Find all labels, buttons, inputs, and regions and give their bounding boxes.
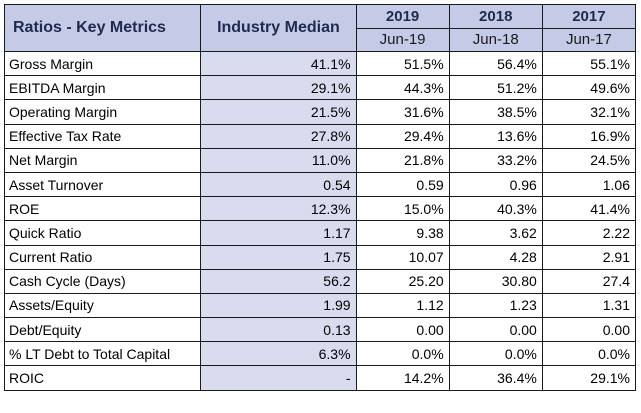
industry-median-value: 11.0%	[200, 147, 357, 173]
industry-median-value: 0.13	[200, 317, 357, 343]
industry-median-value: 21.5%	[200, 99, 357, 125]
metric-value: 44.3%	[355, 75, 450, 101]
industry-median-value: 1.75	[200, 244, 357, 270]
metric-value: 4.28	[448, 244, 543, 270]
industry-median-value: 12.3%	[200, 196, 357, 222]
table-row: ROE 12.3% 15.0% 40.3% 41.4%	[3, 196, 637, 222]
metric-value: 3.62	[448, 220, 543, 246]
table-row: Operating Margin 21.5% 31.6% 38.5% 32.1%	[3, 99, 637, 125]
metric-value: 51.2%	[448, 75, 543, 101]
key-metrics-table: Ratios - Key Metrics Industry Median 201…	[3, 4, 637, 391]
metric-value: 25.20	[355, 268, 450, 294]
metric-value: 55.1%	[541, 50, 637, 77]
metric-label: Operating Margin	[3, 99, 202, 125]
header-row-years: Ratios - Key Metrics Industry Median 201…	[3, 4, 637, 52]
metric-value: 51.5%	[355, 50, 450, 77]
metric-value: 0.0%	[355, 341, 450, 367]
metric-value: 13.6%	[448, 123, 543, 149]
metric-label: Quick Ratio	[3, 220, 202, 246]
column-header-year: 2019	[355, 4, 450, 29]
table-row: Gross Margin 41.1% 51.5% 56.4% 55.1%	[3, 50, 637, 77]
metric-value: 40.3%	[448, 196, 543, 222]
column-header-period: Jun-17	[541, 27, 637, 52]
metric-value: 30.80	[448, 268, 543, 294]
column-header-year: 2018	[448, 4, 543, 29]
table-row: EBITDA Margin 29.1% 44.3% 51.2% 49.6%	[3, 75, 637, 101]
industry-median-value: 1.17	[200, 220, 357, 246]
metric-label: EBITDA Margin	[3, 75, 202, 101]
metric-value: 0.00	[448, 317, 543, 343]
metric-value: 14.2%	[355, 365, 450, 391]
metric-value: 56.4%	[448, 50, 543, 77]
metric-label: % LT Debt to Total Capital	[3, 341, 202, 367]
table-body: Gross Margin 41.1% 51.5% 56.4% 55.1% EBITDA M…	[3, 50, 637, 391]
column-header-industry-median: Industry Median	[200, 4, 357, 52]
metric-value: 0.00	[541, 317, 637, 343]
metric-value: 0.96	[448, 171, 543, 198]
table-row: Debt/Equity 0.13 0.00 0.00 0.00	[3, 317, 637, 343]
column-header-period: Jun-18	[448, 27, 543, 52]
industry-median-value: 41.1%	[200, 50, 357, 77]
metric-label: Gross Margin	[3, 50, 202, 77]
metric-value: 0.00	[355, 317, 450, 343]
metric-value: 0.0%	[448, 341, 543, 367]
industry-median-value: 1.99	[200, 292, 357, 319]
metric-value: 38.5%	[448, 99, 543, 125]
table-row: Current Ratio 1.75 10.07 4.28 2.91	[3, 244, 637, 270]
metric-value: 9.38	[355, 220, 450, 246]
metric-label: ROE	[3, 196, 202, 222]
table-row: Quick Ratio 1.17 9.38 3.62 2.22	[3, 220, 637, 246]
industry-median-value: 56.2	[200, 268, 357, 294]
metric-value: 2.91	[541, 244, 637, 270]
industry-median-value: 6.3%	[200, 341, 357, 367]
metric-value: 21.8%	[355, 147, 450, 173]
metric-label: Debt/Equity	[3, 317, 202, 343]
table-header: Ratios - Key Metrics Industry Median 201…	[3, 4, 637, 52]
metric-value: 1.12	[355, 292, 450, 319]
metric-value: 1.06	[541, 171, 637, 198]
header-row-periods: Jun-19 Jun-18 Jun-17	[5, 27, 637, 52]
metric-value: 36.4%	[448, 365, 543, 391]
industry-median-value: 29.1%	[200, 75, 357, 101]
metric-value: 1.23	[448, 292, 543, 319]
metric-value: 29.1%	[541, 365, 637, 391]
metric-label: Net Margin	[3, 147, 202, 173]
metric-value: 31.6%	[355, 99, 450, 125]
metric-label: Asset Turnover	[3, 171, 202, 198]
metric-label: Cash Cycle (Days)	[3, 268, 202, 294]
metric-label: Effective Tax Rate	[3, 123, 202, 149]
metric-value: 2.22	[541, 220, 637, 246]
industry-median-value: 27.8%	[200, 123, 357, 149]
metric-value: 41.4%	[541, 196, 637, 222]
table-row: Net Margin 11.0% 21.8% 33.2% 24.5%	[3, 147, 637, 173]
metric-value: 15.0%	[355, 196, 450, 222]
table-title: Ratios - Key Metrics	[3, 4, 202, 52]
metric-value: 1.31	[541, 292, 637, 319]
metric-value: 27.4	[541, 268, 637, 294]
metric-value: 33.2%	[448, 147, 543, 173]
table-row: Effective Tax Rate 27.8% 29.4% 13.6% 16.9%	[3, 123, 637, 149]
industry-median-value: 0.54	[200, 171, 357, 198]
column-header-period: Jun-19	[355, 27, 450, 52]
table-row: Asset Turnover 0.54 0.59 0.96 1.06	[3, 171, 637, 198]
metric-value: 16.9%	[541, 123, 637, 149]
metric-label: Current Ratio	[3, 244, 202, 270]
table-row: Assets/Equity 1.99 1.12 1.23 1.31	[3, 292, 637, 319]
metric-value: 0.0%	[541, 341, 637, 367]
metric-value: 0.59	[355, 171, 450, 198]
table-row: % LT Debt to Total Capital 6.3% 0.0% 0.0% 0.…	[3, 341, 637, 367]
metric-label: Assets/Equity	[3, 292, 202, 319]
table-row: Cash Cycle (Days) 56.2 25.20 30.80 27.4	[3, 268, 637, 294]
industry-median-value: -	[200, 365, 357, 391]
metric-value: 24.5%	[541, 147, 637, 173]
metric-label: ROIC	[3, 365, 202, 391]
metric-value: 10.07	[355, 244, 450, 270]
column-header-year: 2017	[541, 4, 637, 29]
metric-value: 29.4%	[355, 123, 450, 149]
table-row: ROIC -14.2% 36.4% 29.1%	[3, 365, 637, 391]
metric-value: 49.6%	[541, 75, 637, 101]
metric-value: 32.1%	[541, 99, 637, 125]
